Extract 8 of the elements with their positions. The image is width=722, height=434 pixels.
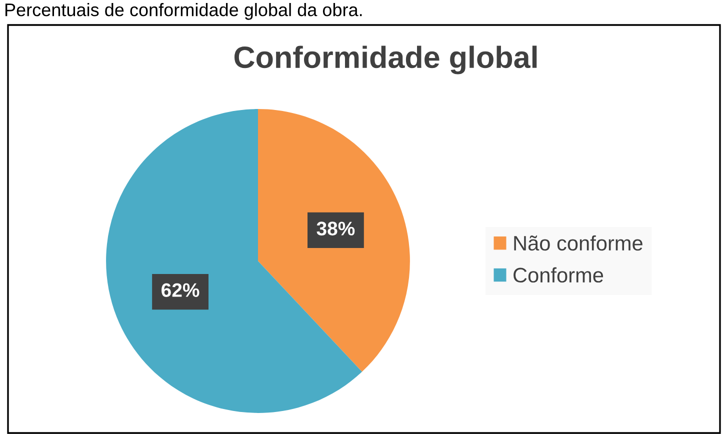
legend-label: Conforme (514, 267, 604, 283)
chart-title: Conformidade global (234, 46, 537, 74)
pie-slice (258, 109, 410, 372)
text: Percentuais de conformidade global da obra. (5, 3, 362, 20)
legend-label: Não conforme (514, 235, 642, 251)
data-label: 62% (162, 283, 200, 297)
data-label: 38% (316, 222, 355, 236)
pie-slice (106, 109, 362, 413)
